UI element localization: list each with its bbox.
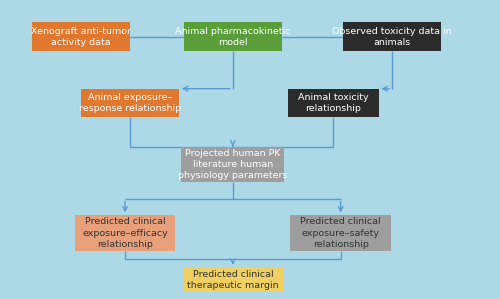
Text: Observed toxicity data in
animals: Observed toxicity data in animals <box>332 27 452 47</box>
Text: Animal toxicity
relationship: Animal toxicity relationship <box>298 93 368 113</box>
FancyBboxPatch shape <box>184 22 282 51</box>
FancyBboxPatch shape <box>182 267 283 292</box>
FancyBboxPatch shape <box>32 22 130 51</box>
Text: Predicted clinical
exposure–efficacy
relationship: Predicted clinical exposure–efficacy rel… <box>82 217 168 248</box>
Text: Animal exposure–
response relationship: Animal exposure– response relationship <box>79 93 181 113</box>
Text: Projected human PK
literature human
physiology parameters: Projected human PK literature human phys… <box>178 149 288 180</box>
Text: Predicted clinical
therapeutic margin: Predicted clinical therapeutic margin <box>187 270 278 290</box>
FancyBboxPatch shape <box>288 89 378 117</box>
FancyBboxPatch shape <box>75 215 176 251</box>
Text: Animal pharmacokinetic
model: Animal pharmacokinetic model <box>175 27 290 47</box>
FancyBboxPatch shape <box>343 22 441 51</box>
Text: Xenograft anti-tumor
activity data: Xenograft anti-tumor activity data <box>31 27 131 47</box>
FancyBboxPatch shape <box>182 147 284 182</box>
FancyBboxPatch shape <box>290 215 391 251</box>
FancyBboxPatch shape <box>81 89 179 117</box>
Text: Predicted clinical
exposure–safety
relationship: Predicted clinical exposure–safety relat… <box>300 217 381 248</box>
